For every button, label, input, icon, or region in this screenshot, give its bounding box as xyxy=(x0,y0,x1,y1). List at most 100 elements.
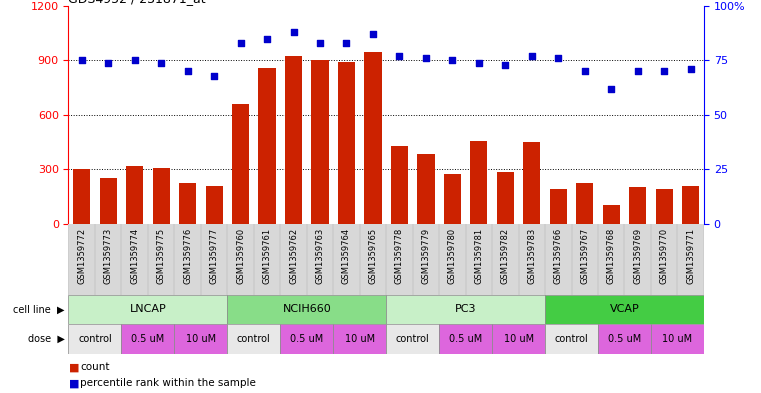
Bar xyxy=(629,187,646,224)
Point xyxy=(632,68,644,74)
Text: LNCAP: LNCAP xyxy=(129,305,167,314)
Text: control: control xyxy=(78,334,112,344)
Point xyxy=(473,59,485,66)
Bar xyxy=(656,189,673,224)
Bar xyxy=(280,324,333,354)
Bar xyxy=(576,183,594,224)
Text: ■: ■ xyxy=(68,362,79,373)
Point xyxy=(208,73,220,79)
Bar xyxy=(68,324,122,354)
Text: GSM1359768: GSM1359768 xyxy=(607,228,616,284)
Bar xyxy=(391,146,408,224)
Text: dose  ▶: dose ▶ xyxy=(28,334,65,344)
Text: GSM1359769: GSM1359769 xyxy=(633,228,642,284)
Point xyxy=(499,62,511,68)
Bar xyxy=(259,68,275,224)
Point xyxy=(526,53,538,59)
Text: 0.5 uM: 0.5 uM xyxy=(608,334,641,344)
Bar xyxy=(444,174,461,224)
Bar xyxy=(417,154,435,224)
Text: GSM1359771: GSM1359771 xyxy=(686,228,696,284)
Text: 0.5 uM: 0.5 uM xyxy=(449,334,482,344)
Bar xyxy=(228,324,280,354)
Bar xyxy=(152,168,170,224)
Point xyxy=(129,57,141,64)
Bar xyxy=(333,324,387,354)
Point xyxy=(446,57,458,64)
Text: GSM1359765: GSM1359765 xyxy=(368,228,377,284)
Text: 0.5 uM: 0.5 uM xyxy=(132,334,164,344)
Text: ■: ■ xyxy=(68,378,79,388)
Point xyxy=(261,35,273,42)
Text: GSM1359783: GSM1359783 xyxy=(527,228,537,284)
Bar xyxy=(179,183,196,224)
Point xyxy=(314,40,326,46)
Bar xyxy=(228,295,386,324)
Text: GSM1359770: GSM1359770 xyxy=(660,228,669,284)
Bar xyxy=(549,189,567,224)
Text: PC3: PC3 xyxy=(455,305,476,314)
Point xyxy=(578,68,591,74)
Bar xyxy=(386,295,545,324)
Bar xyxy=(232,104,249,224)
Text: GSM1359766: GSM1359766 xyxy=(554,228,563,284)
Point xyxy=(75,57,88,64)
Text: GDS4952 / 231871_at: GDS4952 / 231871_at xyxy=(68,0,206,5)
Bar xyxy=(386,324,439,354)
Text: cell line  ▶: cell line ▶ xyxy=(13,305,65,314)
Text: percentile rank within the sample: percentile rank within the sample xyxy=(80,378,256,388)
Point xyxy=(393,53,406,59)
Text: GSM1359778: GSM1359778 xyxy=(395,228,404,284)
Point xyxy=(658,68,670,74)
Bar xyxy=(311,61,329,224)
Point xyxy=(155,59,167,66)
Bar xyxy=(365,52,381,224)
Text: count: count xyxy=(80,362,110,373)
Bar xyxy=(603,205,620,224)
Text: GSM1359777: GSM1359777 xyxy=(209,228,218,284)
Bar xyxy=(545,324,598,354)
Text: 10 uM: 10 uM xyxy=(345,334,375,344)
Point xyxy=(420,55,432,61)
Point xyxy=(605,86,617,92)
Bar xyxy=(651,324,704,354)
Bar xyxy=(126,166,143,224)
Text: GSM1359782: GSM1359782 xyxy=(501,228,510,284)
Text: GSM1359773: GSM1359773 xyxy=(103,228,113,284)
Bar xyxy=(338,62,355,224)
Text: GSM1359774: GSM1359774 xyxy=(130,228,139,284)
Bar xyxy=(492,324,545,354)
Text: GSM1359761: GSM1359761 xyxy=(263,228,272,284)
Point xyxy=(182,68,194,74)
Point xyxy=(340,40,352,46)
Point xyxy=(288,29,300,35)
Bar xyxy=(285,56,302,224)
Text: control: control xyxy=(555,334,588,344)
Text: GSM1359760: GSM1359760 xyxy=(236,228,245,284)
Text: GSM1359764: GSM1359764 xyxy=(342,228,351,284)
Bar xyxy=(174,324,228,354)
Bar xyxy=(73,169,91,224)
Bar xyxy=(439,324,492,354)
Bar xyxy=(205,186,223,224)
Bar xyxy=(545,295,704,324)
Text: NCIH660: NCIH660 xyxy=(282,305,331,314)
Text: 10 uM: 10 uM xyxy=(186,334,216,344)
Bar xyxy=(598,324,651,354)
Text: GSM1359779: GSM1359779 xyxy=(422,228,431,284)
Bar xyxy=(470,141,488,224)
Point xyxy=(685,66,697,72)
Bar xyxy=(682,186,699,224)
Bar xyxy=(122,324,174,354)
Text: 0.5 uM: 0.5 uM xyxy=(290,334,323,344)
Text: VCAP: VCAP xyxy=(610,305,639,314)
Bar xyxy=(68,295,228,324)
Point xyxy=(234,40,247,46)
Text: GSM1359772: GSM1359772 xyxy=(77,228,86,284)
Text: control: control xyxy=(237,334,271,344)
Text: GSM1359776: GSM1359776 xyxy=(183,228,192,284)
Text: GSM1359762: GSM1359762 xyxy=(289,228,298,284)
Text: 10 uM: 10 uM xyxy=(504,334,533,344)
Text: GSM1359780: GSM1359780 xyxy=(448,228,457,284)
Bar xyxy=(524,142,540,224)
